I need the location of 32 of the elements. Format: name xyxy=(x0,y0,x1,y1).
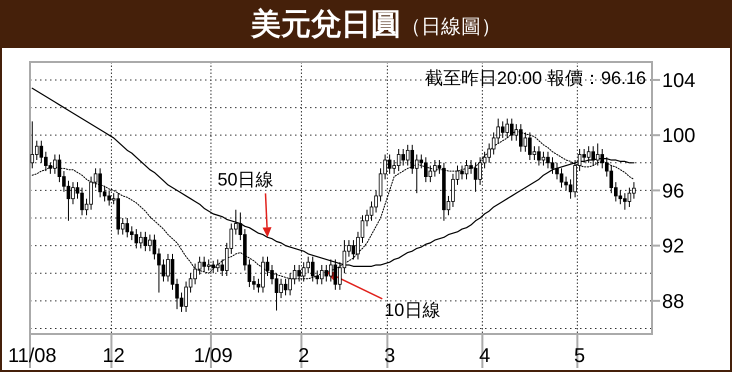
candlestick xyxy=(211,260,216,274)
candlestick xyxy=(414,154,419,194)
x-tick-label: 4 xyxy=(479,345,490,367)
candlestick xyxy=(596,142,600,166)
candlestick xyxy=(306,256,310,274)
y-tick-label: 96 xyxy=(662,180,684,202)
chart-title: 美元兌日圓 xyxy=(250,7,401,41)
y-tick-label: 100 xyxy=(662,125,696,148)
y-tick-label: 88 xyxy=(662,290,684,313)
x-tick-label: 5 xyxy=(574,345,586,367)
y-tick-label: 92 xyxy=(662,236,684,258)
x-tick-label: 12 xyxy=(102,345,125,367)
series-label: 50日線 xyxy=(217,169,274,190)
x-tick-label: 1/09 xyxy=(194,345,233,367)
annotation: 截至昨日20:00 報價：96.16 xyxy=(424,68,646,88)
candlestick xyxy=(609,165,614,194)
candlestick xyxy=(34,140,39,161)
candlestick xyxy=(600,148,604,169)
x-tick-label: 11/08 xyxy=(8,345,57,367)
x-tick-label: 2 xyxy=(298,345,310,367)
candlestick xyxy=(125,218,130,238)
text: 10日線 xyxy=(384,300,440,320)
y-tick-label: 104 xyxy=(662,70,696,92)
x-tick-label: 3 xyxy=(384,345,396,367)
candlestick xyxy=(410,144,414,174)
candlestick xyxy=(216,258,220,272)
candlestick xyxy=(406,144,410,166)
candlestick xyxy=(401,148,406,166)
candlestick xyxy=(30,120,34,169)
chart-subtitle: （日線圖） xyxy=(401,16,501,38)
candlestick xyxy=(500,120,505,138)
candlestick xyxy=(130,226,134,241)
